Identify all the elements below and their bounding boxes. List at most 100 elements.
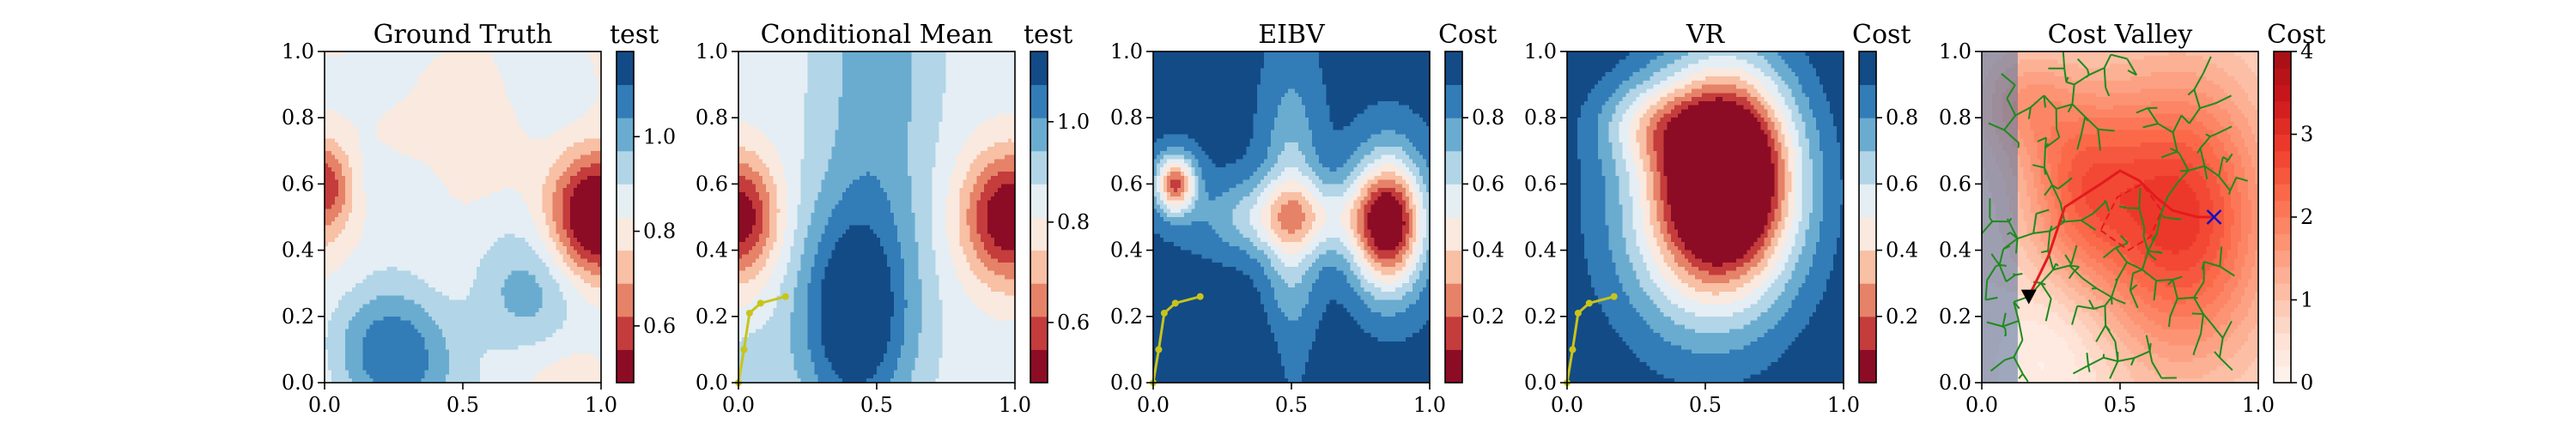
tree-edge: [2002, 312, 2007, 327]
tree-edge: [2016, 141, 2020, 144]
colorbar-band: [1030, 250, 1048, 284]
colorbar-frame: [1858, 51, 1877, 384]
tree-edge: [2222, 156, 2229, 161]
tree-edge: [2103, 54, 2112, 69]
panel-title: EIBV: [1258, 20, 1326, 50]
tree-edge: [2203, 261, 2221, 268]
trajectory-point: [1155, 346, 1163, 353]
tree-edge: [2193, 281, 2205, 299]
trajectory-point: [1610, 293, 1618, 300]
tree-edge: [2071, 103, 2087, 118]
panel-title: Ground Truth: [374, 20, 553, 50]
tree-edge: [2067, 103, 2074, 113]
start-marker: [2020, 289, 2037, 305]
colorbar-band: [1030, 51, 1048, 86]
y-tick-label: 0.6: [282, 172, 314, 196]
tree-edge: [2043, 95, 2046, 108]
tree-edge: [2104, 199, 2106, 202]
tree-edge: [2076, 58, 2088, 70]
x-tick-label: 0.5: [447, 393, 479, 417]
y-tick-label: 1.0: [1110, 39, 1143, 63]
tree-edge: [2069, 263, 2072, 267]
tree-edge: [2227, 153, 2233, 161]
tree-edge: [2076, 136, 2082, 150]
tree-edge: [2069, 264, 2083, 279]
y-tick-label: 1.0: [1524, 39, 1557, 63]
tree-edge: [1999, 263, 2007, 267]
tree-edge: [2013, 356, 2024, 375]
tree-edge: [2004, 356, 2014, 361]
colorbar-band: [2274, 283, 2291, 300]
tree-edge: [2072, 365, 2089, 375]
tree-edge: [2097, 129, 2101, 149]
colorbar-band: [1859, 184, 1876, 218]
rrt-tree: [1981, 51, 2248, 383]
colorbar-band: [1030, 316, 1048, 350]
colorbar-band: [1030, 349, 1048, 384]
tree-edge: [2134, 350, 2151, 360]
tree-edge: [2196, 148, 2202, 154]
tree-edge: [2002, 245, 2011, 251]
tree-edge: [2136, 107, 2148, 114]
colorbar-band: [1445, 217, 1462, 251]
colorbar-band: [2274, 266, 2291, 284]
tree-edge: [2086, 74, 2090, 78]
colorbar-title: Cost: [1438, 20, 1497, 50]
colorbar-tick-label: 0.8: [643, 220, 676, 244]
y-tick-label: 0.4: [1110, 239, 1143, 263]
tree-edge: [2219, 246, 2223, 267]
tree-edge: [2172, 279, 2178, 299]
tree-edge: [1995, 259, 2001, 266]
tree-edge: [2200, 313, 2204, 334]
tree-edge: [2218, 337, 2224, 358]
colorbar-tick-label: 0.4: [1472, 239, 1504, 263]
tree-edge: [2088, 67, 2105, 76]
colorbar-tick-label: 1.0: [643, 124, 676, 148]
y-tick-label: 0.0: [696, 371, 728, 395]
colorbar-band: [1859, 118, 1876, 152]
tree-edge: [2142, 251, 2149, 270]
colorbar-band: [1445, 84, 1462, 118]
tree-edge: [2095, 324, 2107, 342]
panel-title: VR: [1686, 20, 1726, 50]
tree-edge: [2218, 175, 2232, 191]
tree-edge: [2093, 307, 2099, 310]
tree-edge: [2018, 373, 2024, 379]
tree-edge: [2069, 264, 2080, 268]
x-tick-label: 0.5: [1275, 393, 1308, 417]
tree-edge: [2003, 114, 2017, 131]
tree-edge: [2027, 106, 2032, 119]
colorbar-band: [2274, 366, 2291, 384]
colorbar-band: [1445, 150, 1462, 184]
colorbar: 0.6 0.8 1.0 test: [1024, 20, 1090, 384]
tree-edge: [2109, 360, 2119, 379]
colorbar-band: [2274, 299, 2291, 317]
tree-edge: [2193, 297, 2204, 315]
colorbar-tick-label: 1.0: [1057, 110, 1090, 134]
tree-edge: [2105, 201, 2111, 212]
colorbar-band: [2274, 184, 2291, 202]
y-tick-label: 0.4: [282, 239, 314, 263]
tree-edge: [2006, 232, 2011, 236]
tree-edge: [2153, 281, 2158, 301]
tree-edge: [2008, 221, 2019, 239]
tree-edge: [2219, 265, 2235, 277]
tree-edge: [2033, 230, 2050, 234]
tree-edge: [2160, 214, 2166, 219]
colorbar-band: [617, 250, 634, 284]
tree-edge: [2229, 177, 2238, 191]
tree-edge: [2129, 284, 2138, 292]
colorbar-band: [2274, 349, 2291, 367]
heatmap-field: [1982, 51, 2258, 383]
colorbar-band: [617, 283, 634, 317]
tree-edge: [2040, 269, 2054, 284]
colorbar-band: [1030, 217, 1048, 251]
tree-edge: [2014, 238, 2019, 254]
colorbar-band: [1859, 349, 1876, 384]
tree-edge: [2147, 107, 2160, 124]
colorbar-band: [1859, 217, 1876, 251]
tree-edge: [2138, 188, 2142, 208]
tree-edge: [2114, 277, 2118, 281]
tree-edge: [2056, 103, 2073, 110]
